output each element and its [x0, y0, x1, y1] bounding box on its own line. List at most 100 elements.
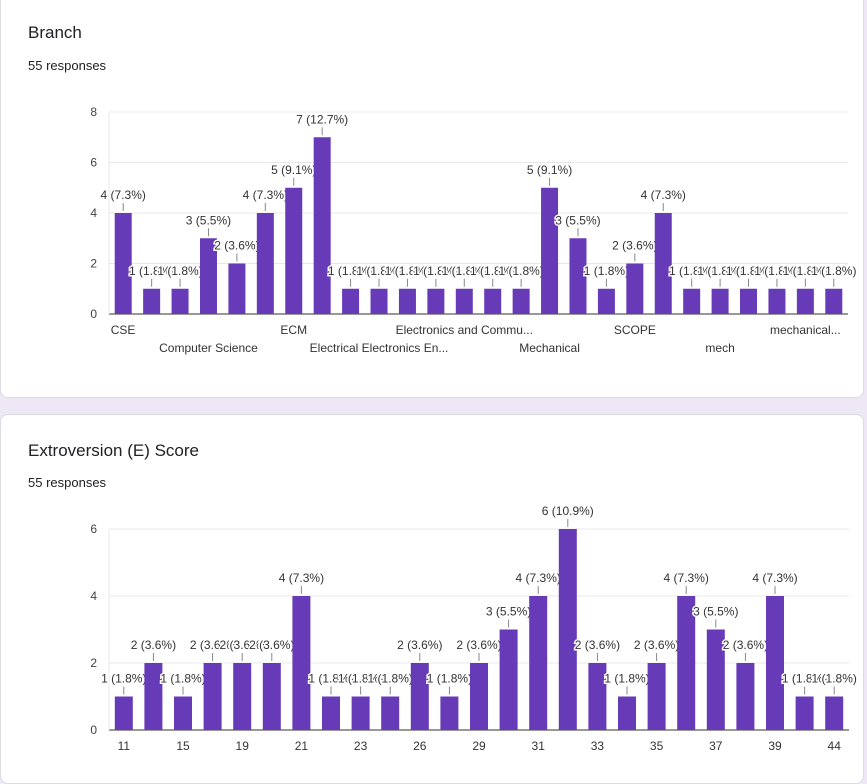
- data-label: 1 (1.8%): [328, 264, 373, 278]
- bar[interactable]: [736, 663, 755, 730]
- bar[interactable]: [174, 696, 192, 731]
- bar[interactable]: [626, 263, 644, 315]
- bar[interactable]: [313, 137, 331, 314]
- x-tick-label: Mechanical: [519, 341, 580, 355]
- bar[interactable]: [256, 213, 274, 314]
- bar[interactable]: [529, 596, 548, 730]
- data-label: 2 (3.6%): [249, 638, 294, 652]
- bar[interactable]: [484, 288, 502, 314]
- data-label: 4 (7.3%): [279, 571, 324, 585]
- data-label: 2 (3.6%): [723, 638, 768, 652]
- x-tick-label: 21: [295, 739, 309, 753]
- bar[interactable]: [143, 288, 161, 314]
- x-tick-label: SCOPE: [614, 323, 656, 337]
- bar[interactable]: [292, 596, 311, 730]
- bar[interactable]: [541, 187, 559, 314]
- y-tick-label: 4: [90, 589, 97, 603]
- data-label: 4 (7.3%): [243, 188, 288, 202]
- data-label: 2 (3.6%): [575, 638, 620, 652]
- branch-card: Branch 55 responses: [0, 0, 864, 398]
- data-label: 1 (1.8%): [427, 672, 472, 686]
- bar[interactable]: [499, 629, 518, 731]
- x-tick-label: CSE: [111, 323, 136, 337]
- bar[interactable]: [285, 187, 303, 314]
- bar[interactable]: [569, 238, 587, 314]
- data-label: 2 (3.6%): [220, 638, 265, 652]
- bar[interactable]: [618, 696, 636, 731]
- bar[interactable]: [768, 288, 786, 314]
- data-label: 1 (1.8%): [470, 264, 515, 278]
- bar[interactable]: [512, 288, 530, 314]
- data-label: 2 (3.6%): [214, 239, 259, 253]
- data-label: 3 (5.5%): [693, 605, 738, 619]
- bar[interactable]: [677, 596, 696, 730]
- y-tick-label: 6: [90, 522, 97, 536]
- bar[interactable]: [796, 288, 814, 314]
- data-label: 3 (5.5%): [486, 605, 531, 619]
- data-label: 1 (1.8%): [669, 264, 714, 278]
- bar[interactable]: [351, 696, 370, 731]
- bar[interactable]: [322, 696, 340, 731]
- data-label: 1 (1.8%): [754, 264, 799, 278]
- x-tick-label: 35: [650, 739, 664, 753]
- data-label: 4 (7.3%): [664, 571, 709, 585]
- data-label: 4 (7.3%): [641, 188, 686, 202]
- bar[interactable]: [342, 288, 360, 314]
- bar[interactable]: [410, 663, 429, 730]
- bar[interactable]: [114, 213, 132, 314]
- data-label: 1 (1.8%): [604, 672, 649, 686]
- bar[interactable]: [203, 663, 222, 730]
- bar[interactable]: [683, 288, 701, 314]
- y-tick-label: 8: [90, 105, 97, 119]
- data-label: 3 (5.5%): [186, 213, 231, 227]
- bar[interactable]: [470, 663, 488, 730]
- bar[interactable]: [398, 288, 416, 314]
- data-label: 7 (12.7%): [296, 112, 348, 126]
- bar[interactable]: [455, 288, 473, 314]
- data-label: 1 (1.8%): [129, 264, 174, 278]
- data-label: 3 (5.5%): [555, 213, 600, 227]
- response-count: 55 responses: [28, 58, 107, 73]
- bar[interactable]: [199, 238, 217, 314]
- bar[interactable]: [233, 663, 252, 730]
- y-tick-label: 0: [90, 307, 97, 321]
- bar[interactable]: [381, 696, 400, 731]
- bar[interactable]: [440, 696, 459, 731]
- data-label: 1 (1.8%): [157, 264, 202, 278]
- response-count: 55 responses: [28, 475, 107, 490]
- card-title: Extroversion (E) Score: [28, 441, 199, 460]
- x-tick-label: 26: [413, 739, 427, 753]
- bar[interactable]: [427, 288, 445, 314]
- bar[interactable]: [597, 288, 615, 314]
- bar[interactable]: [262, 663, 281, 730]
- bar[interactable]: [588, 663, 607, 730]
- bar[interactable]: [740, 288, 758, 314]
- data-label: 4 (7.3%): [516, 571, 561, 585]
- data-label: 1 (1.8%): [498, 264, 543, 278]
- bar[interactable]: [114, 696, 133, 731]
- data-label: 1 (1.8%): [726, 264, 771, 278]
- bar[interactable]: [654, 213, 672, 314]
- x-tick-label: 33: [591, 739, 605, 753]
- data-label: 1 (1.8%): [442, 264, 487, 278]
- bar[interactable]: [647, 663, 666, 730]
- data-label: 4 (7.3%): [752, 571, 797, 585]
- data-label: 1 (1.8%): [385, 264, 430, 278]
- data-label: 1 (1.8%): [368, 672, 413, 686]
- data-label: 1 (1.8%): [782, 672, 827, 686]
- bar[interactable]: [795, 696, 814, 731]
- data-label: 1 (1.8%): [584, 264, 629, 278]
- bar[interactable]: [711, 288, 729, 314]
- bar[interactable]: [228, 263, 246, 315]
- bar[interactable]: [370, 288, 388, 314]
- bar[interactable]: [766, 596, 784, 730]
- bar[interactable]: [558, 529, 577, 730]
- bar[interactable]: [706, 629, 725, 731]
- bar[interactable]: [144, 663, 163, 730]
- bar[interactable]: [171, 288, 189, 314]
- data-label: 1 (1.8%): [413, 264, 458, 278]
- data-label: 1 (1.8%): [811, 264, 856, 278]
- bar[interactable]: [825, 696, 844, 731]
- bar[interactable]: [825, 288, 843, 314]
